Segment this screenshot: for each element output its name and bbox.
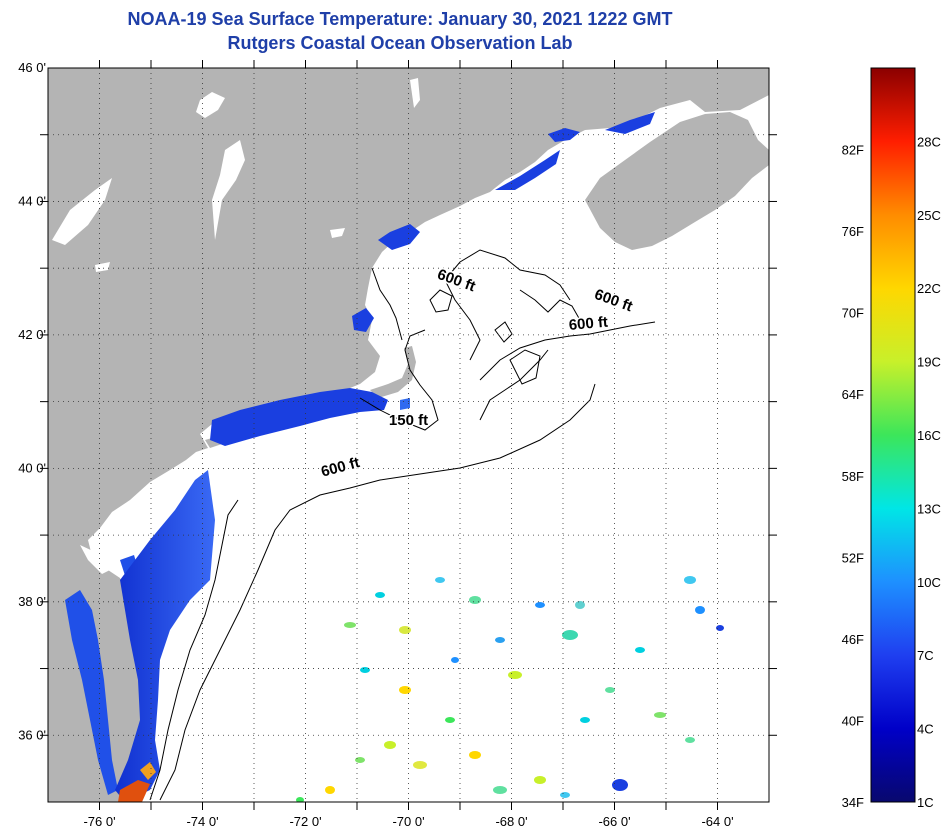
depth-contours	[149, 249, 656, 801]
latitude-labels: 46 0' 44 0' 42 0' 40 0' 38 0' 36 0'	[18, 60, 46, 742]
offshore-sst-patches	[296, 576, 724, 802]
colorbar-f-label: 64F	[842, 387, 864, 402]
contour-label: 150 ft	[389, 412, 428, 429]
lon-tick-label: -66 0'	[598, 814, 630, 829]
land-mainland	[48, 68, 769, 802]
colorbar-f-label: 70F	[842, 306, 864, 321]
land-nova-scotia	[585, 112, 769, 250]
colorbar-c-label: 7C	[917, 648, 934, 663]
colorbar-c-label: 10C	[917, 575, 941, 590]
cold-coastal-water	[115, 112, 655, 802]
colorbar-c-label: 28C	[917, 134, 941, 149]
lat-tick-label: 44 0'	[18, 193, 46, 208]
lat-tick-label: 38 0'	[18, 594, 46, 609]
lakes	[52, 78, 420, 574]
lat-tick-label: 40 0'	[18, 460, 46, 475]
graticule	[48, 68, 769, 802]
lat-tick-label: 36 0'	[18, 727, 46, 742]
lon-tick-label: -64 0'	[701, 814, 733, 829]
colorbar-c-label: 1C	[917, 795, 934, 810]
longitude-labels: -76 0' -74 0' -72 0' -70 0' -68 0' -66 0' -64 …	[83, 814, 733, 829]
lat-tick-label: 46 0'	[18, 60, 46, 75]
map-subtitle: Rutgers Coastal Ocean Observation Lab	[227, 33, 573, 53]
contour-label: 600 ft	[568, 314, 609, 334]
map-title: NOAA-19 Sea Surface Temperature: January…	[127, 9, 673, 29]
lon-tick-label: -76 0'	[83, 814, 115, 829]
land-cape-cod	[370, 346, 416, 398]
colorbar-celsius-labels: 1C 4C 7C 10C 13C 16C 19C 22C 25C 28C	[917, 134, 941, 810]
colorbar-f-label: 52F	[842, 550, 864, 565]
colorbar-f-label: 34F	[842, 795, 864, 810]
colorbar-f-label: 82F	[842, 143, 864, 158]
colorbar-c-label: 16C	[917, 428, 941, 443]
colorbar-f-label: 76F	[842, 224, 864, 239]
colorbar-f-label: 46F	[842, 632, 864, 647]
colorbar-c-label: 4C	[917, 722, 934, 737]
colorbar-c-label: 22C	[917, 281, 941, 296]
colorbar-f-label: 40F	[842, 713, 864, 728]
lon-tick-label: -70 0'	[392, 814, 424, 829]
axis-ticks	[40, 60, 777, 810]
lon-tick-label: -74 0'	[186, 814, 218, 829]
colorbar-c-label: 19C	[917, 355, 941, 370]
colorbar	[870, 67, 916, 803]
colorbar-f-label: 58F	[842, 469, 864, 484]
lat-tick-label: 42 0'	[18, 327, 46, 342]
colorbar-fahrenheit-labels: 34F 40F 46F 52F 58F 64F 70F 76F 82F	[842, 143, 864, 810]
colorbar-c-label: 13C	[917, 501, 941, 516]
colorbar-c-label: 25C	[917, 208, 941, 223]
lon-tick-label: -68 0'	[495, 814, 527, 829]
lon-tick-label: -72 0'	[289, 814, 321, 829]
